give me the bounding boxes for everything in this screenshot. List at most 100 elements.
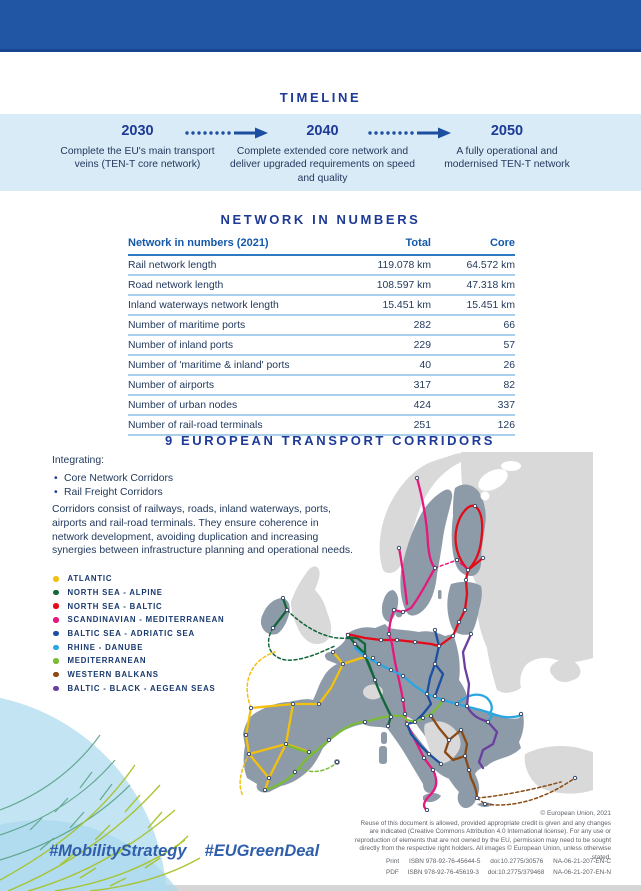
milestone-year: 2030 bbox=[121, 123, 154, 139]
row-value: 119.078 km bbox=[335, 255, 431, 276]
milestone-2040: 2040 Complete extended core network and … bbox=[225, 122, 420, 185]
copyright-block: © European Union, 2021 Reuse of this doc… bbox=[354, 810, 611, 862]
corridor-color-dot bbox=[53, 617, 59, 623]
row-label: Number of inland ports bbox=[128, 335, 335, 356]
row-value: 26 bbox=[431, 355, 515, 376]
corridor-baltic-black-aegean bbox=[463, 634, 497, 768]
edition-row: PDF ISBN 978-92-76-45619-3 doi:10.2775/379… bbox=[386, 867, 611, 878]
legend-item: NORTH SEA - BALTIC bbox=[53, 599, 224, 613]
table-header-row: Network in numbers (2021) Total Core bbox=[128, 233, 515, 256]
corridor-color-dot bbox=[53, 603, 59, 609]
legend-item: RHINE - DANUBE bbox=[53, 640, 224, 654]
edition-row: Print ISBN 978-92-76-45644-5 doi:10.2775/3… bbox=[386, 856, 611, 867]
row-label: Number of 'maritime & inland' ports bbox=[128, 355, 335, 376]
page-bottom-strip bbox=[85, 885, 641, 891]
denmark bbox=[382, 590, 399, 622]
table-row: Number of airports 317 82 bbox=[128, 375, 515, 396]
corridor-bullet-list: Core Network Corridors Rail Freight Corr… bbox=[52, 472, 173, 500]
dotted-arrow-icon bbox=[185, 127, 268, 139]
network-table: Network in numbers (2021) Total Core Rai… bbox=[128, 233, 515, 436]
edition-isbn: ISBN 978-92-76-45644-5 bbox=[409, 858, 481, 865]
corridor-western-balkans bbox=[431, 716, 575, 805]
table-row: Number of inland ports 229 57 bbox=[128, 335, 515, 356]
corridor-color-dot bbox=[53, 576, 59, 582]
hashtag-eu-green-deal: #EUGreenDeal bbox=[204, 842, 320, 860]
row-value: 108.597 km bbox=[335, 275, 431, 296]
corridor-color-dot bbox=[53, 644, 59, 651]
corridor-color-dot bbox=[53, 658, 59, 664]
row-label: Number of rail-road terminals bbox=[128, 415, 335, 436]
legend-label: SCANDINAVIAN - MEDITERRANEAN bbox=[67, 615, 225, 625]
city-nodes bbox=[243, 475, 578, 812]
table-row: Inland waterways network length 15.451 km… bbox=[128, 295, 515, 316]
milestone-2050: 2050 A fully operational and modernised … bbox=[442, 122, 572, 172]
milestone-year: 2040 bbox=[306, 123, 339, 139]
milestone-year: 2050 bbox=[490, 123, 524, 139]
column-header: Core bbox=[431, 233, 515, 256]
row-value: 15.451 km bbox=[431, 295, 515, 316]
row-value: 57 bbox=[431, 335, 515, 356]
edition-catalogue: NA-06-21-207-EN-N bbox=[553, 869, 611, 876]
corridors-title: 9 EUROPEAN TRANSPORT CORRIDORS bbox=[164, 433, 496, 448]
milestone-text: Complete the EU's main transport veins (… bbox=[60, 145, 215, 171]
teal-leaf-veins bbox=[0, 734, 131, 861]
milestone-2030: 2030 Complete the EU's main transport ve… bbox=[60, 122, 215, 172]
corridor-mediterranean bbox=[265, 700, 443, 790]
western-balkans-area bbox=[424, 721, 461, 764]
reuse-notice: Reuse of this document is allowed, provi… bbox=[354, 819, 611, 861]
table-row: Number of urban nodes 424 337 bbox=[128, 395, 515, 416]
row-value: 282 bbox=[335, 315, 431, 336]
row-label: Number of maritime ports bbox=[128, 315, 335, 336]
legend-label: NORTH SEA - ALPINE bbox=[67, 588, 163, 598]
row-value: 15.451 km bbox=[335, 295, 431, 316]
corridor-color-dot bbox=[53, 671, 59, 678]
edition-format: Print bbox=[386, 858, 400, 865]
corridor-color-dot bbox=[53, 685, 59, 692]
row-value: 82 bbox=[431, 375, 515, 396]
column-header: Total bbox=[335, 233, 431, 256]
row-label: Number of urban nodes bbox=[128, 395, 335, 416]
ireland bbox=[261, 598, 290, 635]
row-value: 40 bbox=[335, 355, 431, 376]
united-kingdom bbox=[291, 566, 332, 645]
row-label: Number of airports bbox=[128, 375, 335, 396]
edition-format: PDF bbox=[386, 869, 399, 876]
legend-label: WESTERN BALKANS bbox=[67, 670, 159, 680]
russia-east-landmass bbox=[461, 452, 593, 693]
edition-isbn: ISBN 978-92-76-45619-3 bbox=[407, 869, 479, 876]
milestone-text: Complete extended core network and deliv… bbox=[230, 145, 415, 184]
row-value: 66 bbox=[431, 315, 515, 336]
network-table-body: Rail network length 119.078 km 64.572 km Ro… bbox=[128, 255, 515, 436]
legend-label: BALTIC SEA - ADRIATIC SEA bbox=[67, 629, 195, 639]
crimea bbox=[550, 659, 581, 683]
legend-label: NORTH SEA - BALTIC bbox=[67, 601, 163, 611]
table-row: Number of rail-road terminals 251 126 bbox=[128, 415, 515, 436]
table-row: Rail network length 119.078 km 64.572 km bbox=[128, 255, 515, 276]
sicily bbox=[423, 793, 441, 803]
corridor-legend: ATLANTIC NORTH SEA - ALPINE NORTH SEA - BA… bbox=[53, 572, 224, 695]
gotland bbox=[438, 590, 442, 599]
edition-catalogue: NA-06-21-207-EN-C bbox=[553, 858, 611, 865]
green-leaf-veins bbox=[0, 764, 201, 891]
row-value: 229 bbox=[335, 335, 431, 356]
row-value: 424 bbox=[335, 395, 431, 416]
legend-label: MEDITERRANEAN bbox=[67, 656, 147, 666]
network-title: NETWORK IN NUMBERS bbox=[220, 212, 421, 227]
europe-corridors-map bbox=[231, 452, 593, 812]
corridor-color-dot bbox=[53, 630, 59, 637]
table-row: Number of maritime ports 282 66 bbox=[128, 315, 515, 336]
list-item: Rail Freight Corridors bbox=[52, 486, 173, 500]
row-value: 317 bbox=[335, 375, 431, 396]
legend-item: ATLANTIC bbox=[53, 572, 224, 586]
row-label: Road network length bbox=[128, 275, 335, 296]
corridors-paragraph: Corridors consist of railways, roads, in… bbox=[52, 504, 353, 557]
table-row: Number of 'maritime & inland' ports 40 26 bbox=[128, 355, 515, 376]
hashtag-mobility-strategy: #MobilityStrategy bbox=[49, 842, 187, 860]
timeline-title: TIMELINE bbox=[279, 90, 362, 105]
legend-label: ATLANTIC bbox=[67, 574, 113, 584]
sweden bbox=[400, 489, 453, 616]
copyright-line: © European Union, 2021 bbox=[540, 810, 611, 817]
publication-identifiers: Print ISBN 978-92-76-45644-5 doi:10.2775/3… bbox=[386, 856, 611, 878]
dotted-arrow-icon bbox=[368, 127, 451, 139]
